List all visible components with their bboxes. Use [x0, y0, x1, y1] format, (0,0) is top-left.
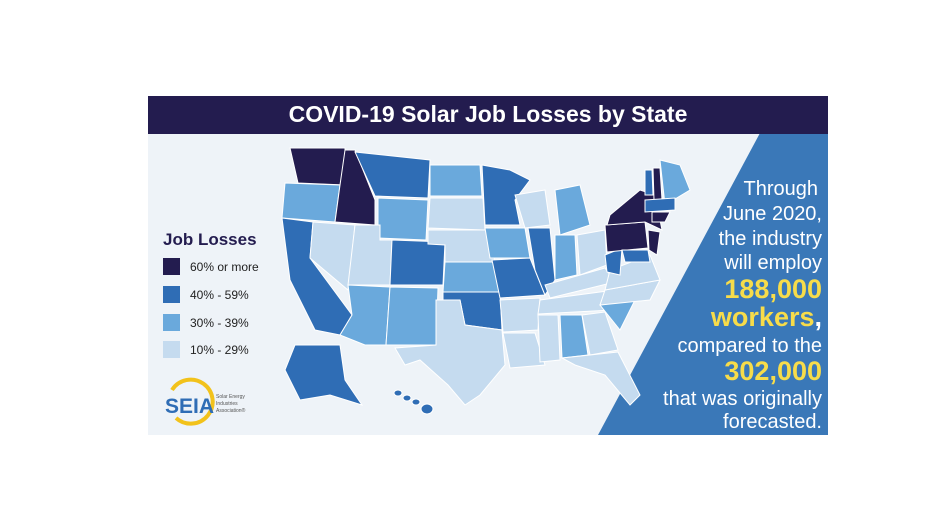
legend-swatch	[163, 341, 180, 358]
callout-highlight: 302,000	[724, 356, 822, 386]
us-map	[281, 147, 691, 415]
legend-label: 10% - 29%	[190, 343, 249, 357]
callout-line: compared to the	[677, 335, 822, 357]
legend-swatch	[163, 258, 180, 275]
legend-label: 60% or more	[190, 260, 259, 274]
callout-comma: ,	[814, 302, 822, 332]
callout-line: the industry	[719, 228, 822, 250]
callout: Through June 2020, the industry will emp…	[663, 178, 822, 433]
logo: SEIA Solar Energy Industries Association…	[165, 377, 246, 426]
callout-line: Through	[744, 178, 819, 200]
callout-line: will employ	[723, 252, 822, 274]
callout-line: that was originally	[663, 388, 822, 410]
callout-line: forecasted.	[723, 411, 822, 433]
title: COVID-19 Solar Job Losses by State	[289, 101, 688, 127]
logo-tagline: Association®	[216, 407, 246, 414]
callout-line: June 2020,	[723, 203, 822, 225]
legend-label: 40% - 59%	[190, 288, 249, 302]
callout-highlight: 188,000	[724, 274, 822, 304]
legend-swatch	[163, 286, 180, 303]
logo-name: SEIA	[165, 395, 214, 418]
legend-title: Job Losses	[163, 230, 257, 249]
callout-panel	[598, 133, 828, 435]
legend-swatch	[163, 314, 180, 331]
callout-highlight-line: workers,	[710, 302, 822, 332]
logo-tagline: Industries	[216, 401, 238, 407]
callout-highlight: workers	[710, 302, 815, 332]
legend-label: 30% - 39%	[190, 316, 249, 330]
logo-tagline: Solar Energy	[216, 394, 245, 400]
header-bar	[148, 96, 828, 134]
